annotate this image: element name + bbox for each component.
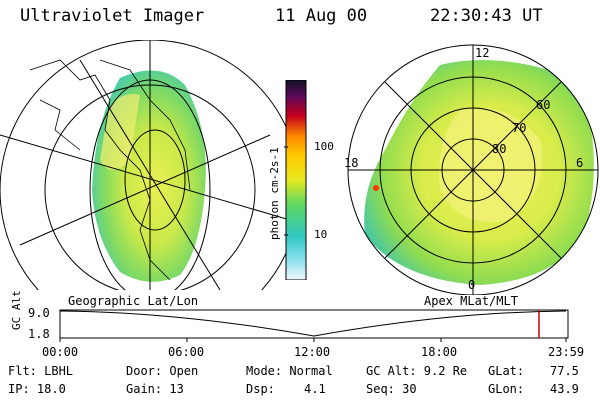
lat-label-70: 70: [512, 121, 527, 135]
timeline-xtick-0600: 06:00: [168, 345, 205, 359]
geographic-image: [0, 40, 290, 290]
colorbar-label: photon cm-2s-1: [268, 147, 281, 240]
instrument-title: Ultraviolet Imager: [20, 6, 205, 26]
date-label: 11 Aug 00: [275, 6, 368, 26]
timeline-xtick-2359: 23:59: [548, 345, 585, 359]
ip-status: IP: 18.0: [8, 382, 66, 396]
auroral-emission: [92, 70, 206, 282]
timeline-axis-label: GC Alt: [10, 290, 23, 330]
apex-caption: Apex MLat/MLT: [424, 294, 518, 308]
gain-status: Gain: 13: [126, 382, 184, 396]
mlt-label-0: 0: [468, 278, 476, 292]
timeline-xtick-1200: 12:00: [294, 345, 331, 359]
glon-value: 43.9: [550, 382, 579, 396]
dsp-label: Dsp:: [246, 382, 275, 396]
glon-label: GLon:: [488, 382, 525, 396]
colorbar-tick-10: 10: [314, 228, 328, 241]
dsp-value: 4.1: [304, 382, 326, 396]
time-label: 22:30:43 UT: [430, 6, 543, 26]
mode-status: Mode: Normal: [246, 364, 333, 378]
altitude-curve: [59, 310, 567, 337]
timeline-ytick-high: 9.0: [28, 306, 50, 320]
glat-value: 77.5: [550, 364, 579, 378]
mlt-label-12: 12: [475, 46, 490, 60]
lat-label-80: 80: [492, 142, 507, 156]
mlt-label-6: 6: [576, 156, 584, 170]
door-status: Door: Open: [126, 364, 199, 378]
mlt-label-18: 18: [344, 156, 359, 170]
seq-status: Seq: 30: [366, 382, 417, 396]
polar-image: [347, 44, 599, 295]
geographic-caption: Geographic Lat/Lon: [68, 294, 199, 308]
timeline-plot: [59, 309, 569, 342]
colorbar-tick-100: 100: [314, 140, 334, 153]
timeline-xtick-1800: 18:00: [421, 345, 458, 359]
coastline: [29, 59, 191, 281]
timeline-ytick-low: 1.8: [28, 327, 50, 341]
gc-alt-status: GC Alt: 9.2 Re: [366, 364, 468, 378]
filter-status: Flt: LBHL: [8, 364, 74, 378]
timeline-xtick-0000: 00:00: [42, 345, 79, 359]
glat-label: GLat:: [488, 364, 525, 378]
lat-label-60: 60: [536, 98, 551, 112]
colorbar: [284, 80, 307, 280]
